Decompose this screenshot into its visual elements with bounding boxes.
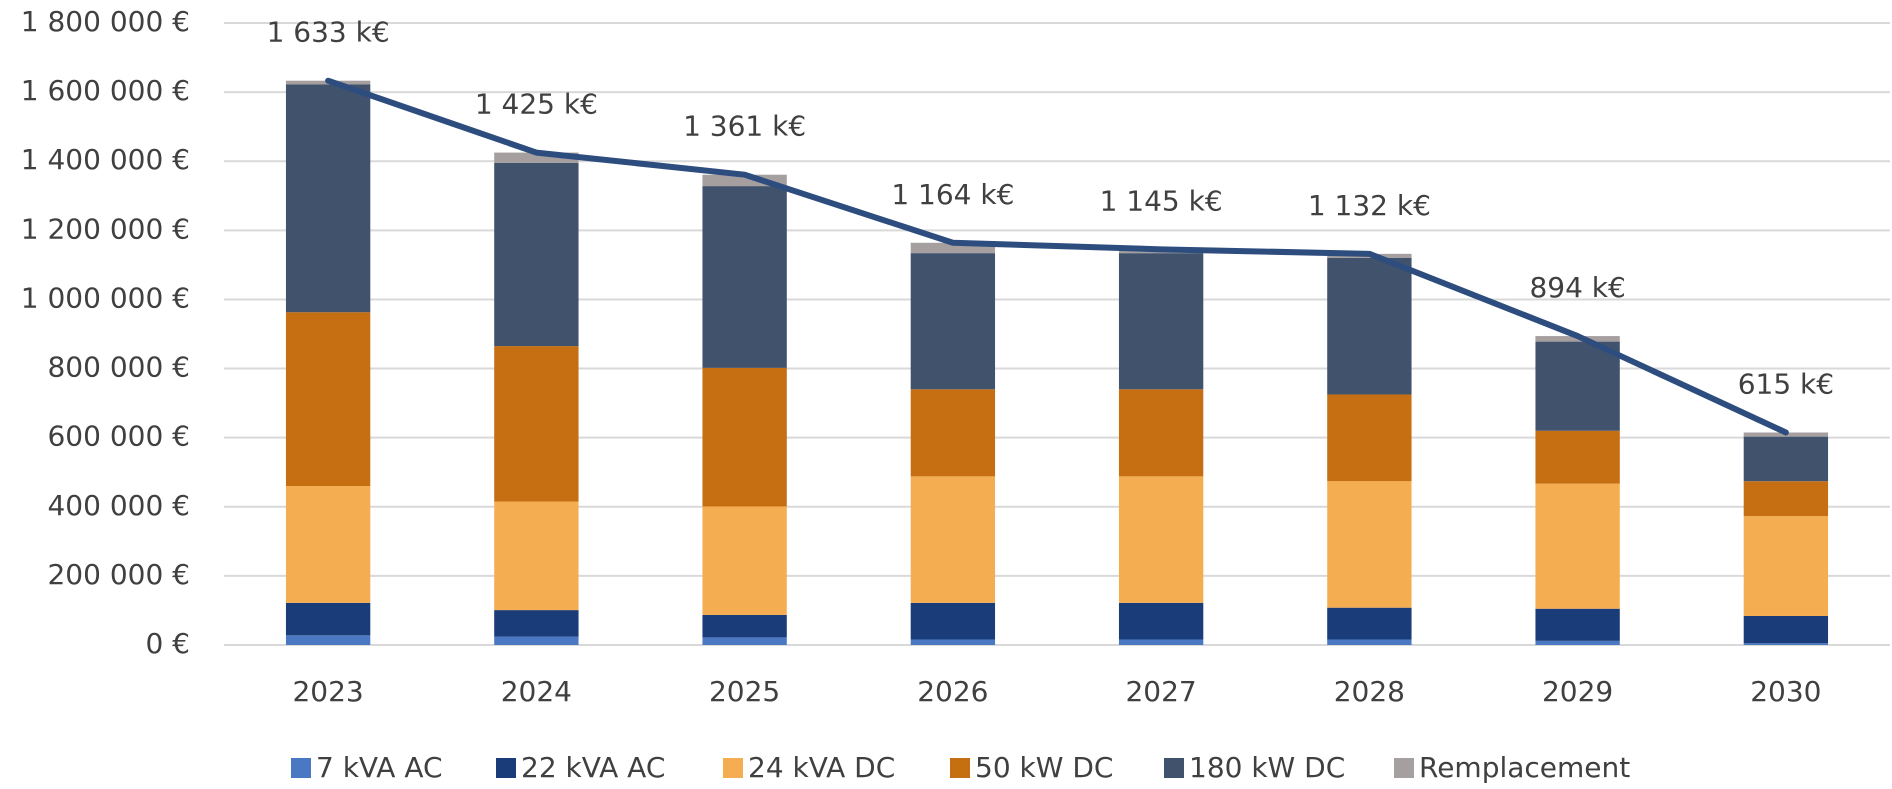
bar-segment <box>910 639 996 645</box>
data-label: 894 k€ <box>1529 271 1625 304</box>
bar-segment <box>1118 602 1204 640</box>
bar-segment <box>702 367 787 507</box>
bar-segment <box>494 162 579 347</box>
bar-segment <box>1743 436 1829 482</box>
bar-segment <box>1118 253 1204 390</box>
legend-swatch <box>1164 758 1184 778</box>
x-tick-label: 2023 <box>292 675 363 708</box>
bar-segment <box>285 602 371 636</box>
bar-segment <box>702 506 787 615</box>
legend-label: 180 kW DC <box>1189 751 1345 784</box>
y-tick-label: 200 000 € <box>47 558 190 591</box>
bar-segment <box>1743 643 1829 645</box>
bar-segment <box>910 602 996 640</box>
x-tick-label: 2026 <box>917 675 988 708</box>
legend-label: 24 kVA DC <box>748 751 895 784</box>
data-label: 1 425 k€ <box>475 88 598 121</box>
bar-segment <box>1327 607 1412 640</box>
total-line <box>325 77 1789 436</box>
bar-segment <box>910 389 996 477</box>
y-tick-label: 1 600 000 € <box>21 74 190 107</box>
bar-segment <box>1118 639 1204 645</box>
bar-segment <box>285 84 371 313</box>
bar-segment <box>1327 481 1412 608</box>
x-tick-label: 2027 <box>1125 675 1196 708</box>
legend-label: 50 kW DC <box>975 751 1113 784</box>
bar-segment <box>910 253 996 390</box>
bar-segment <box>1743 615 1829 644</box>
bar-segment <box>494 152 579 163</box>
data-label: 1 361 k€ <box>683 110 806 143</box>
y-tick-label: 400 000 € <box>47 489 190 522</box>
x-tick-label: 2029 <box>1542 675 1613 708</box>
bar-segment <box>702 174 787 187</box>
bar-segment <box>1535 341 1620 431</box>
legend-label: Remplacement <box>1419 751 1630 784</box>
x-tick-label: 2028 <box>1334 675 1405 708</box>
y-tick-label: 1 800 000 € <box>21 5 190 38</box>
y-tick-label: 1 200 000 € <box>21 212 190 245</box>
data-label: 1 145 k€ <box>1100 184 1223 217</box>
y-tick-label: 1 000 000 € <box>21 281 190 314</box>
bar-segment <box>1535 483 1620 609</box>
bar-segment <box>910 476 996 603</box>
legend-swatch <box>1394 758 1414 778</box>
bar-segment <box>910 242 996 254</box>
bar-segment <box>1327 394 1412 482</box>
bar-segment <box>1743 481 1829 517</box>
x-tick-label: 2024 <box>501 675 572 708</box>
bar-segment <box>1327 257 1412 395</box>
legend-swatch <box>496 758 516 778</box>
data-label: 615 k€ <box>1738 367 1834 400</box>
y-tick-label: 0 € <box>145 627 190 660</box>
y-tick-label: 800 000 € <box>47 351 190 384</box>
legend-label: 7 kVA AC <box>316 751 443 784</box>
data-label: 1 164 k€ <box>891 178 1014 211</box>
bar-segment <box>1118 389 1204 477</box>
data-label: 1 132 k€ <box>1308 189 1431 222</box>
x-tick-label: 2030 <box>1750 675 1821 708</box>
bar-segment <box>494 610 579 637</box>
y-tick-label: 600 000 € <box>47 420 190 453</box>
bar-segment <box>494 636 579 645</box>
bar-segment <box>702 637 787 645</box>
bar-segment <box>285 486 371 603</box>
legend-swatch <box>291 758 311 778</box>
legend-swatch <box>723 758 743 778</box>
bar-segment <box>285 312 371 487</box>
bar-segment <box>494 501 579 611</box>
bar-segment <box>285 635 371 645</box>
bar-segment <box>1327 639 1412 645</box>
legend-swatch <box>950 758 970 778</box>
bar-segment <box>494 346 579 502</box>
data-label: 1 633 k€ <box>267 16 390 49</box>
bar-segment <box>1535 608 1620 641</box>
bar-segment <box>1743 516 1829 616</box>
bar-segment <box>1118 476 1204 603</box>
bar-segment <box>702 186 787 368</box>
legend-label: 22 kVA AC <box>521 751 665 784</box>
bar-segment <box>1535 640 1620 645</box>
bar-segment <box>1535 430 1620 484</box>
y-tick-label: 1 400 000 € <box>21 143 190 176</box>
bar-segment <box>702 614 787 638</box>
x-tick-label: 2025 <box>709 675 780 708</box>
